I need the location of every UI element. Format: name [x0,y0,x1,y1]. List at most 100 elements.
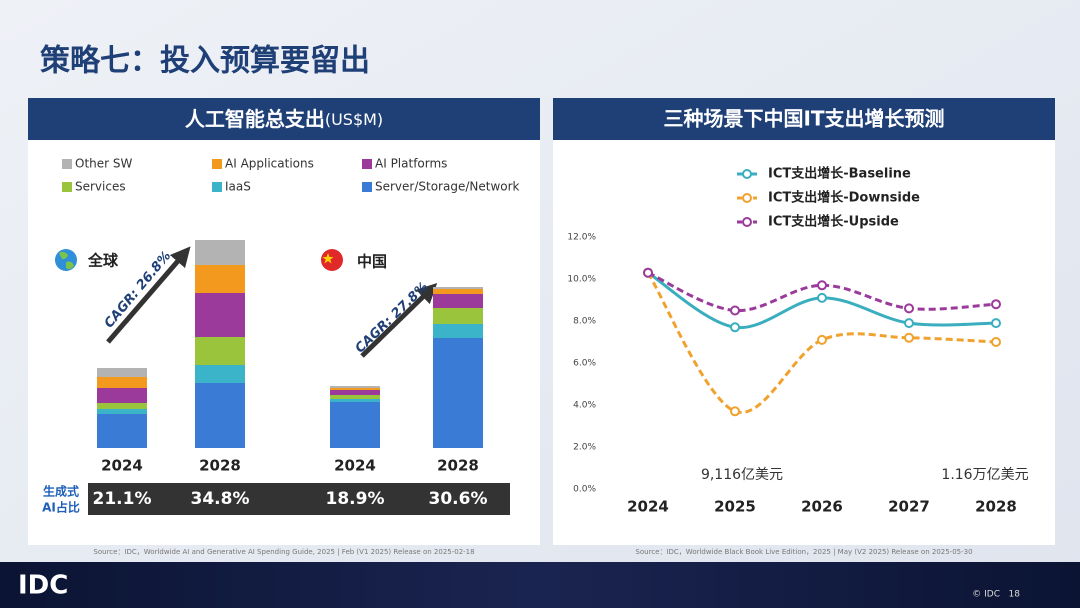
legend-label: Other SW [75,157,133,171]
bar-segment [330,399,380,402]
legend-label: ICT支出增长-Baseline [768,166,911,182]
page-number: 18 [1009,590,1021,600]
y-tick-label: 12.0% [567,233,596,243]
legend-marker [742,193,752,203]
bar-segment [97,377,147,388]
legend-swatch [362,182,372,192]
genai-value: 18.9% [326,489,385,509]
globe-land [59,251,74,270]
x-tick-label: 2028 [437,457,479,475]
left-chart-title: 人工智能总支出(US$M) [185,107,383,131]
slide-title: 策略七：投入预算要留出 [40,44,370,79]
title-unit: (US$M) [325,110,383,129]
bar-segment [330,386,380,388]
y-tick-label: 10.0% [567,275,596,285]
x-tick-label: 2028 [199,457,241,475]
bar-segment [97,409,147,414]
bar-segment [195,240,245,265]
genai-row [88,483,510,515]
data-point [817,292,827,303]
data-point [817,280,827,291]
y-tick-label: 8.0% [573,317,596,327]
legend-marker [742,169,752,179]
left-panel-header [28,98,540,140]
logo: IDC [18,571,68,601]
bar-segment [195,337,245,365]
legend-swatch [62,182,72,192]
legend-swatch [62,159,72,169]
legend-label: ICT支出增长-Downside [768,190,920,206]
legend-swatch [212,159,222,169]
bar-segment [97,368,147,377]
bar-segment [433,289,483,294]
right-panel [553,98,1055,545]
x-tick-label: 2024 [334,457,376,475]
x-tick-label: 2024 [627,498,669,516]
right-chart-title: 三种场景下中国IT支出增长预测 [663,107,944,131]
legend-label: AI Platforms [375,157,447,171]
bar-segment [433,287,483,289]
group-label: 全球 [87,252,119,270]
x-tick-label: 2027 [888,498,930,516]
annotation: 9,116亿美元 [701,467,783,483]
bar-segment [433,294,483,308]
source-note: Source：IDC，Worldwide AI and Generative A… [93,548,474,556]
bar-segment [195,365,245,383]
data-point [904,332,914,343]
data-point [730,406,740,417]
y-tick-label: 4.0% [573,401,596,411]
bar-segment [97,414,147,448]
data-point [991,337,1001,347]
data-point [904,303,914,314]
legend-label: AI Applications [225,157,314,171]
flag-star [322,253,334,264]
x-tick-label: 2024 [101,457,143,475]
bar-segment [97,403,147,409]
legend-label: Services [75,180,126,194]
data-point [991,318,1001,329]
x-tick-label: 2028 [975,498,1017,516]
cagr-arrow [360,283,438,358]
copyright: © IDC [972,590,1000,600]
legend-label: ICT支出增长-Upside [768,214,899,230]
y-tick-label: 2.0% [573,443,596,453]
x-tick-label: 2025 [714,498,756,516]
bar-segment [97,388,147,403]
legend-label: Server/Storage/Network [375,180,520,194]
group-label: 中国 [357,253,387,271]
genai-value: 30.6% [429,489,488,509]
legend-swatch [362,159,372,169]
data-point [643,267,653,278]
bar-segment [433,308,483,324]
right-panel-header [553,98,1055,140]
source-note: Source：IDC，Worldwide Black Book Live Edi… [635,548,972,556]
genai-value: 21.1% [93,489,152,509]
data-point [730,305,740,316]
china-flag [321,249,343,271]
bar-segment [330,390,380,395]
genai-label: AI占比 [42,500,80,515]
genai-label: 生成式 [43,484,79,499]
bar-segment [195,293,245,337]
bar-segment [330,395,380,399]
data-point [730,322,740,333]
genai-value: 34.8% [191,489,250,509]
bar-segment [330,388,380,390]
cagr-arrow [106,246,191,344]
bar-segment [330,402,380,448]
data-point [991,299,1001,310]
x-tick-label: 2026 [801,498,843,516]
legend-swatch [212,182,222,192]
annotation: 1.16万亿美元 [941,467,1028,483]
legend-label: IaaS [225,180,251,194]
title-main: 人工智能总支出 [185,107,325,131]
data-point [817,334,827,345]
data-point [904,318,914,329]
y-tick-label: 6.0% [573,359,596,369]
bar-segment [195,383,245,448]
bar-segment [433,324,483,338]
legend-marker [742,217,752,227]
bar-segment [195,265,245,293]
bar-segment [433,338,483,448]
